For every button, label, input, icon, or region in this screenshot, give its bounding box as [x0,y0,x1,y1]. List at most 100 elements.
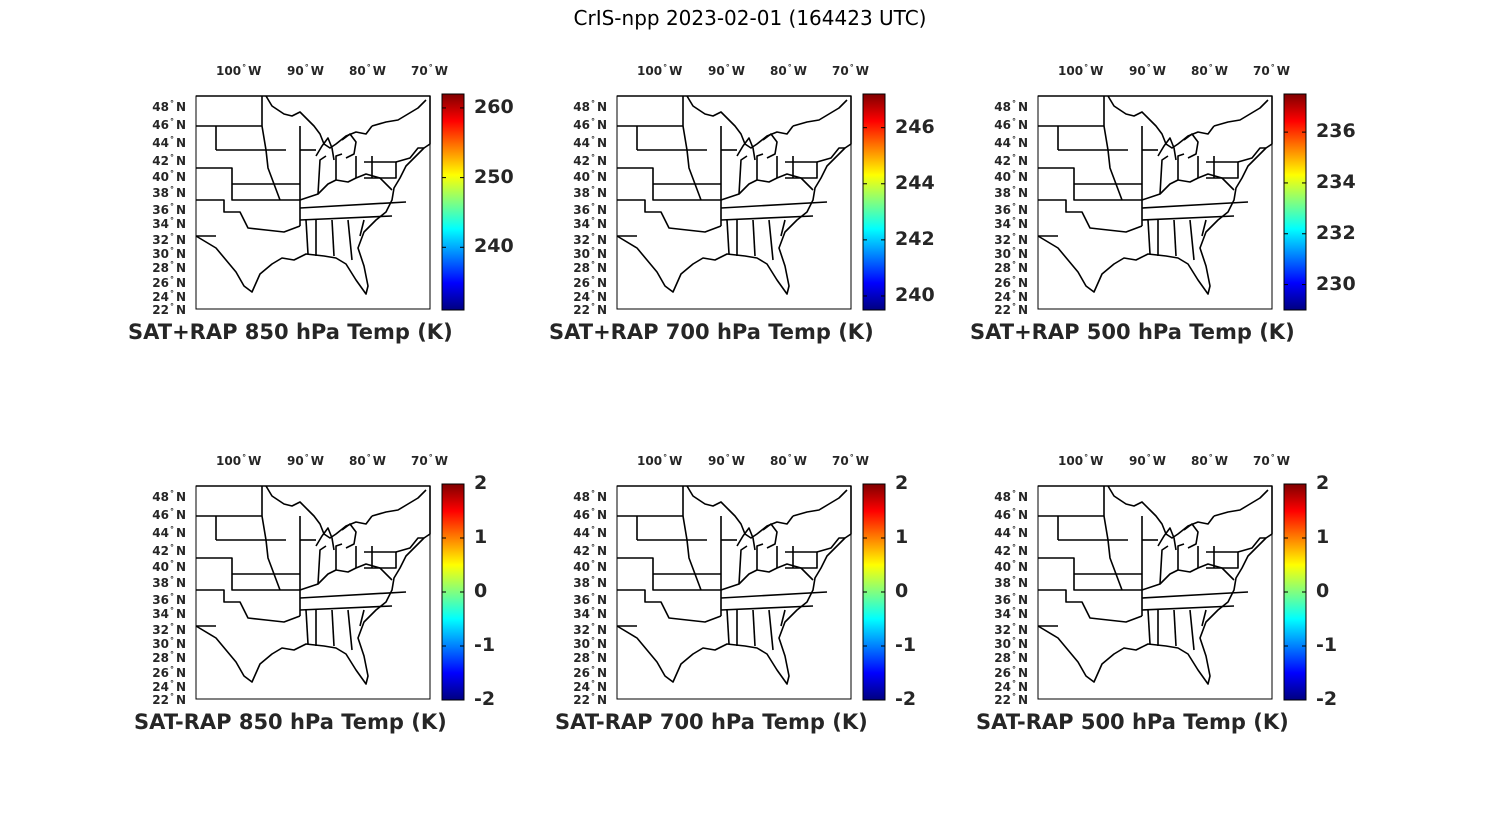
colorbar-tick-label: -1 [474,634,496,656]
latitude-tick-label: 30° N [573,246,607,261]
state-boundary-line [736,137,756,161]
state-boundaries [195,95,431,295]
state-boundaries [616,485,852,685]
longitude-tick-label: 90° W [287,63,324,78]
colorbar-tick-label: 0 [895,580,909,602]
state-boundary-line [359,219,365,237]
longitude-tick-label: 90° W [708,453,745,468]
state-boundary-line [196,199,301,233]
latitude-tick-label: 42° N [152,543,186,558]
state-boundary-line [1103,486,1123,591]
colorbar-tick-label: 1 [1316,526,1330,548]
panel-title: SAT+RAP 850 hPa Temp (K) [128,320,453,344]
state-boundary-line [762,133,778,159]
longitude-tick-label: 80° W [1191,63,1228,78]
latitude-tick-label: 44° N [152,525,186,540]
state-boundary-line [331,219,335,257]
state-boundary-line [1038,589,1143,623]
longitude-tick-label: 100° W [1058,63,1104,78]
colorbar-tick-label: 240 [474,235,514,258]
state-boundary-line [371,489,427,517]
state-boundary-line [720,563,814,591]
state-boundary-line [1147,609,1151,645]
state-boundary-line [792,489,848,517]
longitude-tick-label: 70° W [832,63,869,78]
map-panel: 100° W 90° W 80° W 70° W 48° N 46° N 44° N 42° N 40° N 38°… [549,60,981,360]
state-boundary-line [686,485,794,539]
state-boundary-line [364,551,397,569]
latitude-tick-label: 40° N [573,169,607,184]
state-boundary-line [395,537,424,553]
longitude-tick-label: 100° W [216,453,262,468]
latitude-tick-label: 22° N [573,302,607,317]
panel-title: SAT-RAP 700 hPa Temp (K) [555,710,868,734]
latitude-tick-label: 34° N [573,216,607,231]
colorbar-tick-label: 2 [474,472,488,494]
colorbar-tick-label: 234 [1316,170,1356,193]
figure-title: CrIS-npp 2023-02-01 (164423 UTC) [573,6,927,30]
latitude-tick-label: 38° N [573,185,607,200]
state-boundary-line [1159,155,1169,195]
latitude-tick-label: 28° N [152,260,186,275]
colorbar-tick-label: 230 [1316,272,1356,295]
state-boundary-line [1189,219,1195,261]
colorbar-tick-label: 2 [895,472,909,494]
state-boundary-line [195,95,431,295]
longitude-tick-label: 100° W [637,63,683,78]
latitude-tick-label: 36° N [152,592,186,607]
panel-title: SAT+RAP 500 hPa Temp (K) [970,320,1295,344]
state-boundary-line [261,486,281,591]
state-boundary-line [305,609,309,645]
map-figure [1037,483,1307,701]
state-boundary-line [335,543,343,570]
latitude-tick-label: 44° N [573,135,607,150]
map-panel: 100° W 90° W 80° W 70° W 48° N 46° N 44° N 42° N 40° N 38°… [128,60,560,360]
state-boundary-line [1107,485,1215,539]
panel-title: SAT-RAP 500 hPa Temp (K) [976,710,1289,734]
latitude-tick-label: 26° N [573,275,607,290]
state-boundary-line [720,605,814,611]
state-boundary-line [341,133,357,159]
state-boundary-line [617,199,722,233]
map-panel: 100° W 90° W 80° W 70° W 48° N 46° N 44° N 42° N 40° N 38°… [970,60,1402,360]
state-boundaries [195,485,431,685]
latitude-tick-label: 40° N [994,169,1028,184]
longitude-tick-label: 80° W [770,453,807,468]
latitude-tick-label: 26° N [994,665,1028,680]
longitude-tick-label: 70° W [411,453,448,468]
state-boundary-line [1141,201,1249,209]
state-boundary-line [756,153,764,180]
longitude-tick-label: 90° W [287,453,324,468]
state-boundary-line [768,219,774,261]
state-boundary-line [1147,219,1151,255]
state-boundary-line [1141,605,1235,611]
state-boundary-line [265,95,373,149]
latitude-tick-label: 28° N [573,650,607,665]
state-boundary-line [768,609,774,651]
latitude-tick-label: 24° N [152,289,186,304]
state-boundary-line [299,201,407,209]
state-boundary-line [720,173,814,201]
panel-title: SAT-RAP 850 hPa Temp (K) [134,710,447,734]
latitude-tick-label: 26° N [152,665,186,680]
latitude-tick-label: 22° N [152,302,186,317]
state-boundary-line [299,591,407,599]
latitude-tick-label: 36° N [994,202,1028,217]
longitude-tick-label: 90° W [1129,63,1166,78]
state-boundary-line [785,551,818,569]
state-boundary-line [1038,199,1143,233]
latitude-tick-label: 48° N [994,489,1028,504]
latitude-tick-label: 22° N [994,692,1028,707]
latitude-tick-label: 28° N [152,650,186,665]
colorbar-tick-label: 240 [895,283,935,306]
state-boundary-line [756,543,764,570]
state-boundary-line [1173,609,1177,647]
latitude-tick-label: 32° N [994,232,1028,247]
latitude-tick-label: 30° N [152,636,186,651]
state-boundary-line [736,527,756,551]
state-boundary-line [1157,527,1177,551]
state-boundary-line [762,523,778,549]
latitude-tick-label: 40° N [152,169,186,184]
colorbar-tick-label: 244 [895,171,935,194]
latitude-tick-label: 44° N [152,135,186,150]
